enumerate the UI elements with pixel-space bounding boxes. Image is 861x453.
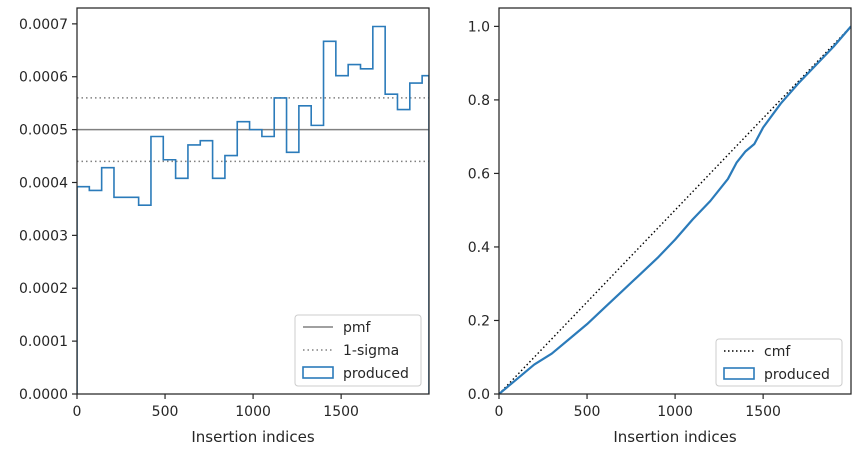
plot-area bbox=[77, 25, 429, 394]
legend-box bbox=[294, 314, 422, 387]
legend-label-produced: produced bbox=[343, 366, 409, 382]
y-tick-label: 0.2 bbox=[468, 313, 490, 329]
y-tick-label: 0.0002 bbox=[19, 281, 68, 297]
y-tick-label: 0.0003 bbox=[19, 228, 68, 244]
axes-frame bbox=[498, 7, 852, 395]
x-tick-label: 1000 bbox=[235, 404, 271, 420]
y-tick-label: 1.0 bbox=[468, 19, 490, 35]
x-tick-label: 500 bbox=[152, 404, 179, 420]
y-tick-label: 0.8 bbox=[468, 93, 490, 109]
y-tick-label: 0.0001 bbox=[19, 334, 68, 350]
produced-histogram-series bbox=[77, 25, 429, 394]
x-tick-label: 0 bbox=[495, 404, 504, 420]
x-tick-label: 1000 bbox=[657, 404, 693, 420]
cmf-series-line bbox=[499, 25, 851, 394]
plot-area bbox=[499, 25, 851, 394]
pmf-histogram-chart: 0 500 1000 1500 0.0000 0.0001 0.0002 0.0003 0.00… bbox=[19, 7, 430, 446]
y-tick-label: 0.0004 bbox=[19, 175, 68, 191]
legend-produced-swatch bbox=[302, 366, 334, 379]
legend-produced-swatch bbox=[723, 367, 755, 380]
x-axis-label: Insertion indices bbox=[613, 428, 736, 446]
legend-box bbox=[715, 338, 843, 387]
y-tick-label: 0.0007 bbox=[19, 17, 68, 33]
x-axis-label: Insertion indices bbox=[191, 428, 314, 446]
x-tick-label: 500 bbox=[574, 404, 601, 420]
legend-label-cmf: cmf bbox=[764, 344, 791, 360]
x-tick-label: 1500 bbox=[745, 404, 781, 420]
y-tick-label: 0.4 bbox=[468, 240, 490, 256]
legend-label-1-sigma: 1-sigma bbox=[343, 343, 399, 359]
legend: pmf 1-sigma produced bbox=[294, 314, 422, 387]
x-tick-label: 0 bbox=[73, 404, 82, 420]
legend-label-produced: produced bbox=[764, 367, 830, 383]
x-tick-label: 1500 bbox=[323, 404, 359, 420]
legend-label-pmf: pmf bbox=[343, 320, 372, 336]
y-tick-label: 0.0 bbox=[468, 387, 490, 403]
y-tick-label: 0.6 bbox=[468, 166, 490, 182]
legend: cmf produced bbox=[715, 338, 843, 387]
y-tick-label: 0.0005 bbox=[19, 123, 68, 139]
produced-cumulative-series bbox=[499, 25, 851, 394]
y-tick-label: 0.0000 bbox=[19, 387, 68, 403]
y-tick-label: 0.0006 bbox=[19, 70, 68, 86]
cmf-cumulative-chart: 0 500 1000 1500 0.0 0.2 0.4 0.6 0.8 1.0 Insertion … bbox=[468, 7, 852, 446]
